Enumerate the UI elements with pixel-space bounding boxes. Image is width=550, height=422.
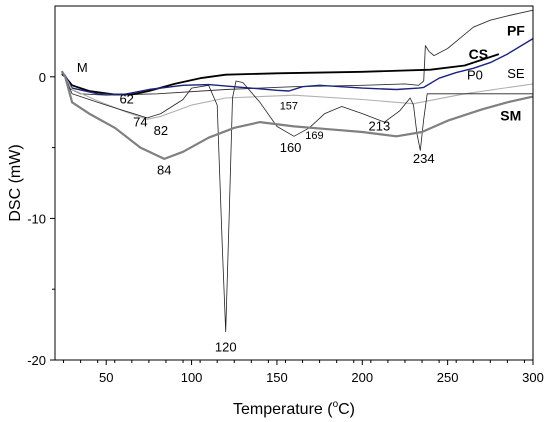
peak-label-m: M	[77, 60, 88, 75]
series-p0-line	[61, 38, 534, 96]
series-pf-line	[61, 9, 534, 96]
series-label-p0: P0	[467, 68, 483, 83]
series-label-se: SE	[507, 66, 525, 81]
y-tick-label--20: -20	[27, 353, 46, 368]
x-axis-title: Temperature (oC)	[233, 399, 355, 418]
plot-frame	[54, 5, 534, 361]
y-axis-title: DSC (mW)	[7, 144, 24, 221]
x-tick-label-300: 300	[522, 370, 544, 385]
y-tick-label-0: 0	[39, 70, 46, 85]
x-axis: 50 100 150 200 250 300	[63, 360, 544, 385]
series-label-pf: PF	[507, 23, 525, 39]
peak-label-62: 62	[119, 92, 133, 107]
series-label-cs: CS	[469, 46, 488, 62]
series-sm-line	[60, 70, 534, 160]
x-axis-title-text: Temperature (	[233, 401, 333, 418]
series-se-line	[61, 70, 534, 120]
x-tick-label-150: 150	[266, 370, 288, 385]
peak-label-157: 157	[280, 100, 298, 112]
series-m-line	[61, 70, 533, 333]
peak-label-120: 120	[215, 340, 237, 355]
peak-label-169: 169	[305, 130, 323, 142]
peak-label-213: 213	[369, 119, 391, 134]
x-tick-label-250: 250	[437, 370, 459, 385]
curves-layer	[60, 9, 534, 333]
series-label-sm: SM	[500, 108, 521, 124]
y-tick-label--10: -10	[27, 211, 46, 226]
x-tick-label-50: 50	[99, 370, 113, 385]
x-tick-label-100: 100	[181, 370, 203, 385]
series-cs-line	[61, 53, 500, 96]
peak-label-234: 234	[413, 151, 435, 166]
peak-label-160: 160	[280, 140, 302, 155]
x-tick-label-200: 200	[351, 370, 373, 385]
x-axis-title-unit: C)	[338, 401, 355, 418]
y-axis: 0 -10 -20	[27, 70, 55, 368]
peak-label-82: 82	[154, 123, 168, 138]
peak-label-84: 84	[157, 163, 171, 178]
peak-label-74: 74	[133, 114, 147, 129]
x-axis-title-degree: o	[333, 399, 339, 410]
